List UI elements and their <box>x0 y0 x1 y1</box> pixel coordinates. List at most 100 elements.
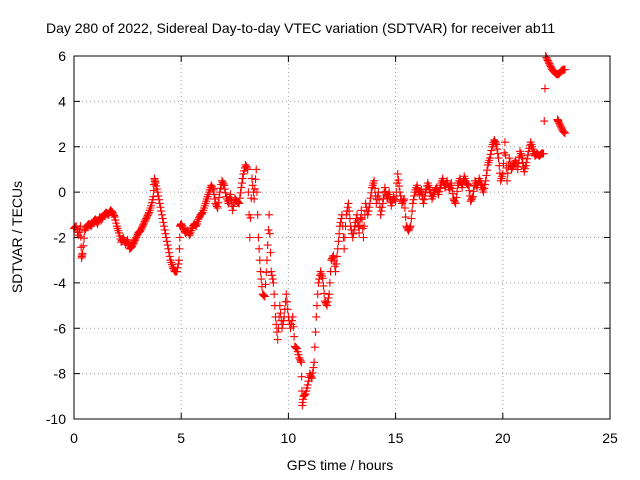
data-point <box>243 165 252 174</box>
data-point <box>78 249 87 258</box>
data-point <box>273 335 282 344</box>
data-point <box>348 233 357 242</box>
data-point <box>410 191 419 200</box>
data-point <box>487 146 496 155</box>
data-point <box>307 374 316 383</box>
data-point <box>458 183 467 192</box>
data-point <box>494 154 503 163</box>
data-point <box>451 199 460 208</box>
data-point <box>357 206 366 215</box>
data-point <box>329 251 338 260</box>
data-point <box>332 259 341 268</box>
data-point <box>400 194 409 203</box>
data-point <box>174 259 183 268</box>
data-point <box>282 297 291 306</box>
data-point <box>499 159 508 168</box>
data-point <box>447 179 456 188</box>
data-point <box>155 199 164 208</box>
data-point <box>311 328 320 337</box>
data-point <box>409 195 418 204</box>
data-point <box>380 183 389 192</box>
data-point <box>340 244 349 253</box>
data-point <box>245 233 254 242</box>
data-point <box>332 252 341 261</box>
data-point <box>408 199 417 208</box>
x-axis-ticks: 0 5 10 15 20 25 <box>70 56 618 446</box>
data-point <box>300 391 309 400</box>
data-point <box>479 188 488 197</box>
data-point <box>210 190 219 199</box>
data-point <box>486 150 495 159</box>
data-point <box>482 171 491 180</box>
data-point <box>110 211 119 220</box>
data-point <box>406 222 415 231</box>
data-point <box>498 169 507 178</box>
data-point <box>290 332 299 341</box>
data-point <box>77 243 86 252</box>
data-point <box>235 194 244 203</box>
data-point <box>250 194 259 203</box>
data-point <box>260 292 269 301</box>
data-point <box>559 127 568 136</box>
data-point <box>405 223 414 232</box>
data-point <box>165 252 174 261</box>
data-point <box>500 138 509 147</box>
data-point <box>297 358 306 367</box>
data-point <box>453 187 462 196</box>
x-axis-label: GPS time / hours <box>287 457 394 473</box>
data-point <box>394 176 403 185</box>
data-point <box>158 214 167 223</box>
data-point <box>518 154 527 163</box>
data-point <box>363 210 372 219</box>
data-point <box>278 320 287 329</box>
data-point <box>270 290 279 299</box>
data-point <box>162 237 171 246</box>
data-point <box>307 372 316 381</box>
data-point <box>309 363 318 372</box>
data-point <box>80 234 89 243</box>
y-tick-label: -8 <box>54 366 67 382</box>
data-point <box>540 117 549 126</box>
data-point <box>251 175 260 184</box>
y-tick-label: 4 <box>58 93 66 109</box>
data-point <box>296 356 305 365</box>
data-point <box>215 193 224 202</box>
data-point <box>287 316 296 325</box>
data-point <box>256 267 265 276</box>
data-point <box>417 185 426 194</box>
data-point <box>491 138 500 147</box>
data-point <box>560 65 569 74</box>
data-point <box>510 157 519 166</box>
data-point <box>291 343 300 352</box>
data-point <box>300 390 309 399</box>
data-point <box>314 278 323 287</box>
data-point <box>276 309 285 318</box>
data-point <box>349 229 358 238</box>
x-tick-label: 25 <box>602 430 618 446</box>
data-point <box>503 176 512 185</box>
data-point <box>407 214 416 223</box>
data-point <box>161 229 170 238</box>
y-tick-label: -4 <box>54 275 67 291</box>
data-point <box>345 207 354 216</box>
data-point <box>334 237 343 246</box>
data-point <box>252 165 261 174</box>
data-point <box>234 198 243 207</box>
data-point <box>313 290 322 299</box>
data-point <box>452 193 461 202</box>
data-point <box>377 207 386 216</box>
data-point <box>213 204 222 213</box>
data-point <box>312 301 321 310</box>
data-point <box>465 186 474 195</box>
data-point <box>303 380 312 389</box>
data-point <box>164 244 173 253</box>
data-point <box>480 180 489 189</box>
data-point <box>343 203 352 212</box>
data-point <box>228 206 237 215</box>
data-point <box>263 241 272 250</box>
data-point <box>157 207 166 216</box>
data-point <box>283 305 292 314</box>
data-point <box>255 244 264 253</box>
data-point <box>367 188 376 197</box>
data-point <box>493 149 502 158</box>
